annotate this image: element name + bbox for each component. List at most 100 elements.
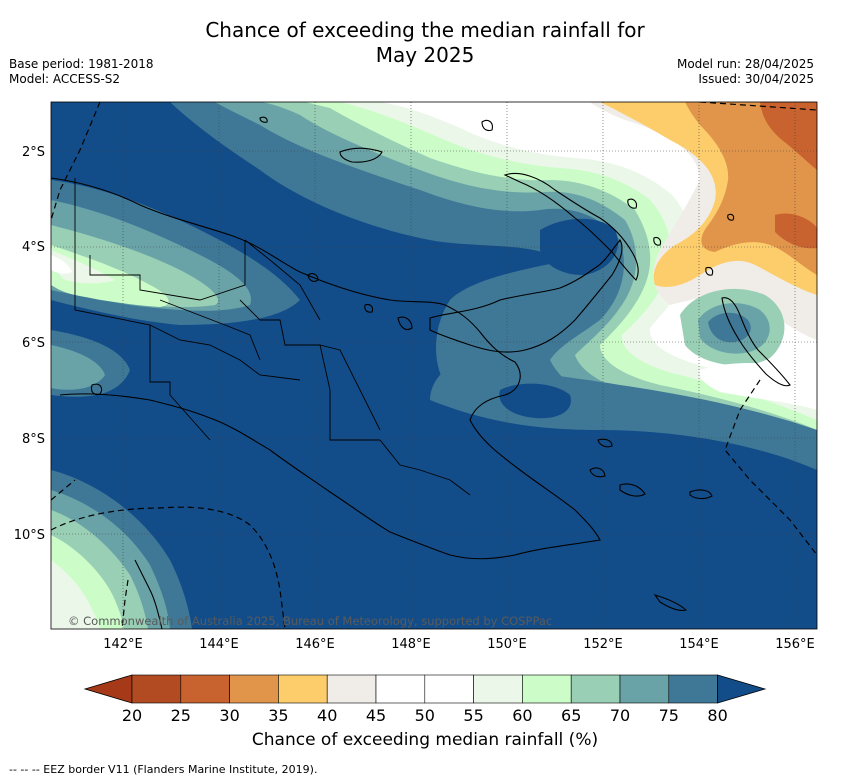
lat-tick-10s: 10°S bbox=[14, 528, 45, 543]
contour-70-west-2 bbox=[51, 345, 105, 390]
rossel-island bbox=[653, 594, 688, 611]
colorbar-box bbox=[375, 674, 426, 704]
border-png-indonesia bbox=[74, 178, 211, 441]
colorbar-box bbox=[619, 674, 670, 704]
lat-tick-4s: 4°S bbox=[22, 240, 45, 255]
border-enga bbox=[159, 299, 261, 361]
base-period: Base period: 1981-2018 bbox=[9, 57, 154, 71]
fergusson-island bbox=[619, 483, 646, 497]
colorbar-tick-label: 20 bbox=[122, 706, 142, 725]
lon-tick-152e: 152°E bbox=[583, 637, 623, 652]
colorbar-box bbox=[424, 674, 474, 704]
province-borders bbox=[74, 178, 471, 496]
woodlark-island bbox=[689, 489, 713, 500]
cape-york-coast bbox=[134, 559, 163, 629]
eez-footnote: -- -- -- EEZ border V11 (Flanders Marine… bbox=[9, 763, 318, 776]
colorbar-tick-label: 30 bbox=[219, 706, 239, 725]
goodenough-island bbox=[589, 467, 606, 478]
lat-tick-6s: 6°S bbox=[22, 336, 45, 351]
umboi-island bbox=[364, 303, 374, 313]
contour-80-coral bbox=[499, 383, 571, 419]
border-gulf bbox=[300, 344, 380, 441]
wuvulu-island bbox=[259, 116, 268, 123]
colorbar-arrow-low bbox=[83, 674, 133, 704]
nissan-island bbox=[705, 266, 714, 276]
border-morobe bbox=[319, 344, 381, 431]
colorbar-tick-label: 80 bbox=[707, 706, 727, 725]
colorbar-box bbox=[326, 674, 377, 704]
lat-labels: 2°S 4°S 6°S 8°S 10°S bbox=[14, 145, 45, 543]
border-southern-highlands bbox=[149, 324, 301, 381]
contour-60-west bbox=[51, 245, 169, 307]
copyright: © Commonwealth of Australia 2025, Bureau… bbox=[68, 614, 552, 628]
colorbar-arrow-high bbox=[717, 674, 767, 704]
lon-tick-148e: 148°E bbox=[391, 637, 431, 652]
border-western-highlands bbox=[239, 299, 300, 346]
lon-tick-154e: 154°E bbox=[679, 637, 719, 652]
lon-tick-156e: 156°E bbox=[775, 637, 815, 652]
trobriand-island bbox=[597, 438, 613, 448]
feni-island bbox=[653, 236, 662, 246]
nuguria-island bbox=[727, 213, 735, 221]
contour-55-southwest bbox=[51, 560, 100, 629]
contour-white-solomon bbox=[699, 363, 817, 410]
contour-50-west-island bbox=[51, 255, 72, 274]
lat-tick-2s: 2°S bbox=[22, 145, 45, 160]
new-britain-coast bbox=[429, 239, 623, 353]
lon-tick-146e: 146°E bbox=[295, 637, 335, 652]
daru-coast bbox=[90, 383, 103, 396]
eez-borders bbox=[51, 102, 817, 629]
colorbar-box bbox=[473, 674, 523, 704]
coastlines bbox=[51, 116, 791, 629]
colorbar-tick-label: 25 bbox=[171, 706, 191, 725]
eez-east bbox=[724, 379, 817, 556]
colorbar-tick-label: 55 bbox=[463, 706, 483, 725]
karkar-island bbox=[307, 273, 319, 282]
map-title: Chance of exceeding the median rainfall … bbox=[0, 18, 850, 68]
png-mainland-coast bbox=[51, 177, 601, 560]
colorbar-tick-label: 40 bbox=[317, 706, 337, 725]
colorbar-box bbox=[131, 674, 182, 704]
colorbar: 20 25 30 35 40 45 50 55 60 65 70 75 80 bbox=[83, 674, 767, 725]
map-frame bbox=[50, 101, 818, 630]
eez-torres bbox=[51, 479, 76, 501]
model-name: Model: ACCESS-S2 bbox=[9, 72, 121, 86]
eez-south bbox=[51, 506, 286, 629]
colorbar-box bbox=[522, 674, 572, 704]
colorbar-tick-label: 35 bbox=[268, 706, 288, 725]
title-line-1: Chance of exceeding the median rainfall … bbox=[205, 18, 645, 42]
colorbar-tick-label: 65 bbox=[561, 706, 581, 725]
new-ireland-coast bbox=[503, 172, 639, 281]
meta-right: Model run: 28/04/2025 Issued: 30/04/2025 bbox=[677, 57, 814, 87]
lon-tick-142e: 142°E bbox=[103, 637, 143, 652]
mussau-island bbox=[481, 119, 493, 132]
model-run: Model run: 28/04/2025 bbox=[676, 57, 814, 71]
title-line-2: May 2025 bbox=[375, 43, 475, 67]
contour-80-bougainville bbox=[708, 312, 751, 343]
manus-coast bbox=[339, 147, 383, 163]
colorbar-box bbox=[668, 674, 718, 704]
colorbar-box bbox=[278, 674, 328, 704]
colorbar-tick-label: 60 bbox=[512, 706, 532, 725]
issued-date: Issued: 30/04/2025 bbox=[698, 72, 814, 86]
colorbar-box bbox=[180, 674, 230, 704]
lat-tick-8s: 8°S bbox=[22, 432, 45, 447]
colorbar-tick-label: 70 bbox=[610, 706, 630, 725]
colorbar-box bbox=[229, 674, 279, 704]
colorbar-tick-label: 50 bbox=[415, 706, 435, 725]
lihir-island bbox=[627, 198, 637, 209]
contour-30-east-2 bbox=[775, 213, 817, 249]
lon-tick-150e: 150°E bbox=[487, 637, 527, 652]
graticule bbox=[51, 102, 817, 629]
border-central bbox=[379, 439, 471, 496]
bougainville-coast bbox=[721, 297, 791, 387]
lon-labels: 142°E 144°E 146°E 148°E 150°E 152°E 154°… bbox=[103, 637, 815, 652]
lon-tick-144e: 144°E bbox=[199, 637, 239, 652]
contour-30-east bbox=[760, 102, 817, 170]
colorbar-tick-label: 45 bbox=[366, 706, 386, 725]
border-east-sepik bbox=[244, 239, 321, 321]
meta-left: Base period: 1981-2018 Model: ACCESS-S2 bbox=[9, 57, 154, 87]
eez-cape-york bbox=[121, 579, 129, 629]
border-sandaun bbox=[89, 240, 246, 301]
